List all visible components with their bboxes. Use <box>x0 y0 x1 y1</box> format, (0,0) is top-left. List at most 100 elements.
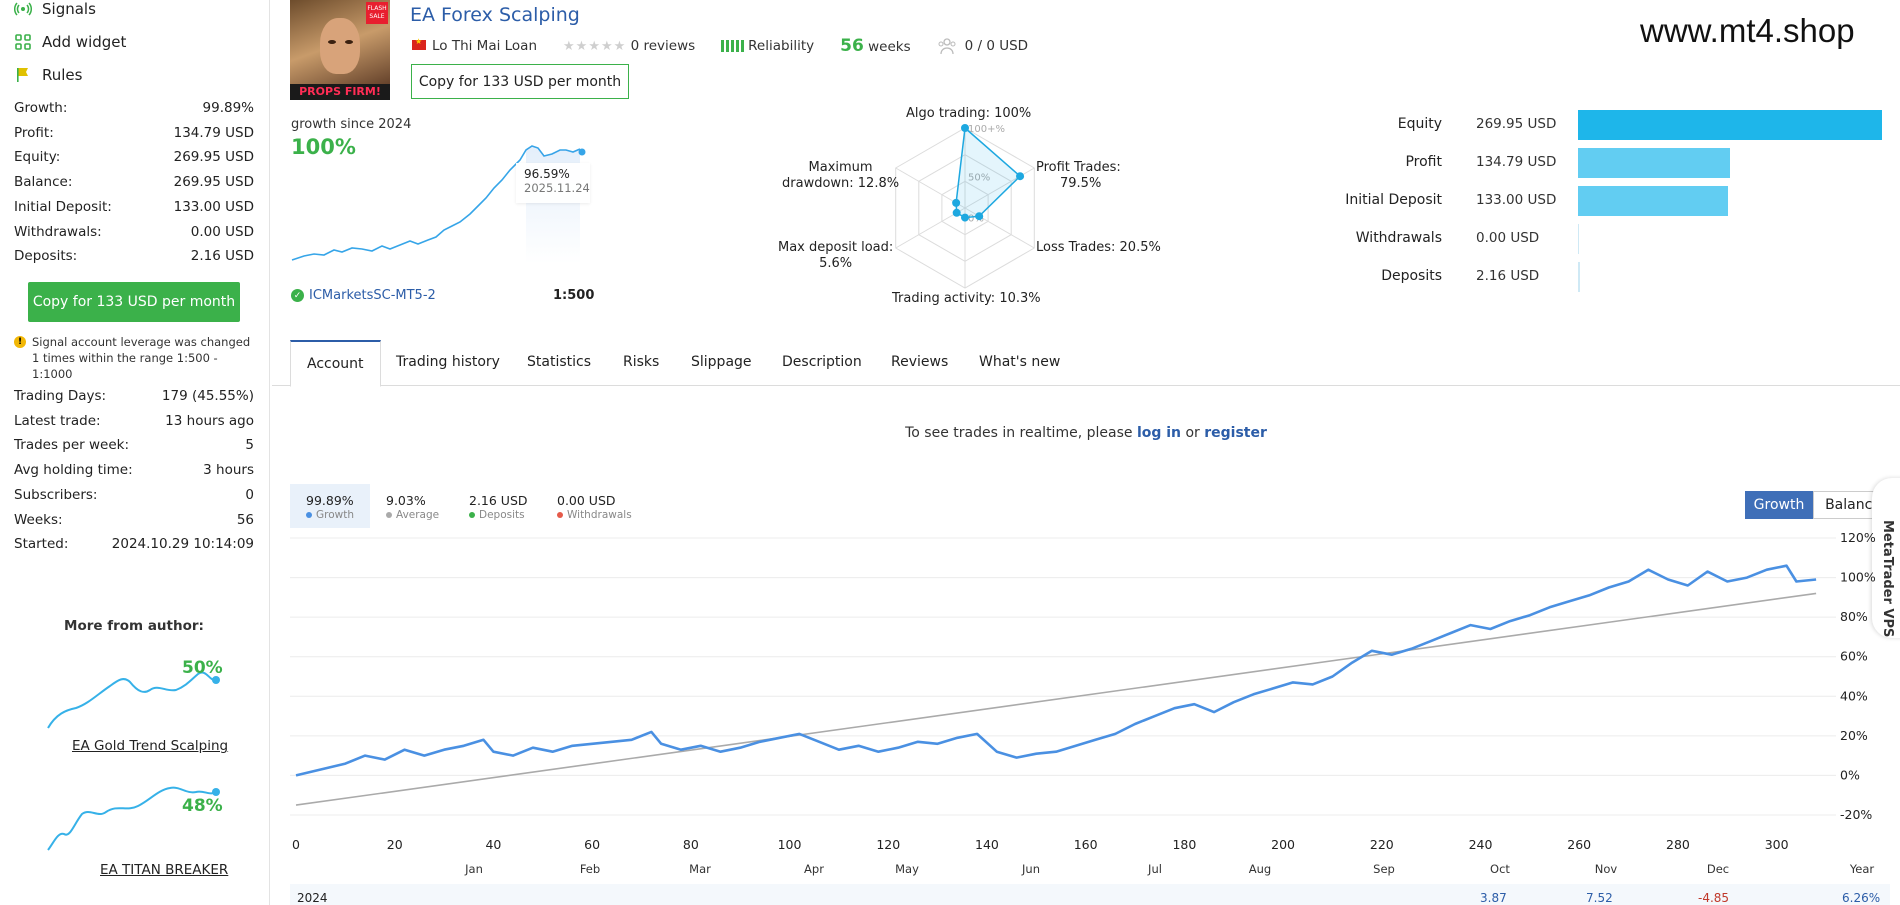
stat-label: Initial Deposit: <box>14 198 112 215</box>
subscribers-funds-value: 0 / 0 USD <box>964 38 1029 54</box>
stat-row: Weeks: 56 <box>14 512 254 528</box>
year-value: 3.87 <box>1480 891 1507 905</box>
legend-deposits[interactable]: 2.16 USD Deposits <box>453 484 544 528</box>
leverage-warning: ! Signal account leverage was changed 1 … <box>14 334 254 382</box>
stat-value: 0 <box>245 486 254 503</box>
y-tick-label: -20% <box>1840 807 1872 822</box>
stat-row: Balance: 269.95 USD <box>14 174 254 190</box>
tab-risks[interactable]: Risks <box>623 354 660 370</box>
x-tick-label: 60 <box>584 837 600 852</box>
nav-signals[interactable]: Signals <box>14 0 96 18</box>
legend-average[interactable]: 9.03% Average <box>370 484 455 528</box>
nav-label: Rules <box>42 66 83 84</box>
x-tick-label: 20 <box>387 837 403 852</box>
stat-label: Weeks: <box>14 511 63 528</box>
radar-label-algo: Algo trading: 100% <box>906 106 1032 121</box>
vps-side-tab[interactable] <box>1872 478 1900 638</box>
equity-bar <box>1578 186 1728 216</box>
stat-value: 56 <box>236 511 254 528</box>
broker-server[interactable]: ✓ ICMarketsSC-MT5-2 <box>291 288 436 303</box>
radar-ring-label: 100+% <box>968 124 1005 135</box>
x-tick-label: 220 <box>1370 837 1394 852</box>
author-signal-growth: 50% <box>182 658 223 678</box>
stat-row: Started: 2024.10.29 10:14:09 <box>14 536 254 552</box>
login-link[interactable]: log in <box>1136 425 1182 441</box>
radar-ring-label: 0% <box>968 213 984 224</box>
month-label: Year <box>1849 862 1875 876</box>
tab-reviews[interactable]: Reviews <box>891 354 949 370</box>
radar-label-line: Maximum <box>808 160 873 175</box>
legend-growth[interactable]: 99.89% Growth <box>290 484 371 528</box>
equity-bar-label: Withdrawals <box>1355 230 1442 246</box>
legend-label: Growth <box>316 509 355 521</box>
stat-row: Latest trade: 13 hours ago <box>14 413 254 429</box>
stat-row: Profit: 134.79 USD <box>14 125 254 141</box>
copy-subscription-button[interactable]: Copy for 133 USD per month <box>28 282 240 322</box>
legend-value: 9.03% <box>386 493 426 508</box>
legend-value: 99.89% <box>306 493 354 508</box>
warning-icon: ! <box>14 336 26 348</box>
legend-label: Deposits <box>479 509 525 521</box>
growth-since-label: growth since 2024 <box>291 117 412 132</box>
stat-value: 269.95 USD <box>173 174 254 191</box>
stat-value: 13 hours ago <box>165 412 254 429</box>
x-tick-label: 260 <box>1567 837 1591 852</box>
stat-label: Trades per week: <box>14 437 130 454</box>
author-signal-sparkline[interactable] <box>46 782 221 852</box>
growth-toggle-button[interactable]: Growth <box>1745 491 1813 519</box>
author-signal-growth: 48% <box>182 796 223 816</box>
vps-label[interactable]: MetaTrader VPS <box>1880 520 1895 638</box>
y-tick-label: 120% <box>1840 530 1876 545</box>
growth-since-value: 100% <box>291 135 356 159</box>
author-signal-sparkline[interactable] <box>46 664 221 730</box>
legend-value: 2.16 USD <box>469 493 528 508</box>
y-tick-label: 80% <box>1840 609 1868 624</box>
widget-icon <box>14 33 32 51</box>
nav-add-widget[interactable]: Add widget <box>14 33 126 51</box>
tab-whats-new[interactable]: What's new <box>979 354 1061 370</box>
radar-label-loss: Loss Trades: 20.5% <box>1036 240 1161 255</box>
author-signal-link[interactable]: EA Gold Trend Scalping <box>72 738 229 754</box>
growth-tooltip: 96.59% 2025.11.24 <box>516 163 590 203</box>
month-label: Apr <box>804 862 824 876</box>
stat-label: Balance: <box>14 174 73 191</box>
stat-row: Trades per week: 5 <box>14 437 254 453</box>
register-link[interactable]: register <box>1204 425 1267 441</box>
tab-account[interactable]: Account <box>290 340 381 387</box>
copy-subscription-button[interactable]: Copy for 133 USD per month <box>411 64 629 99</box>
radar-label-line: drawdown: 12.8% <box>782 176 900 191</box>
radar-point <box>952 208 961 217</box>
avatar-eye <box>345 40 353 44</box>
rating-stars-icon: ★★★★★ <box>563 39 627 54</box>
author-link[interactable]: Lo Thi Mai Loan <box>412 37 537 54</box>
radar-chart: 100+% 50% 0% <box>895 124 1035 289</box>
month-label: Oct <box>1490 862 1510 876</box>
tab-trading-history[interactable]: Trading history <box>396 354 500 370</box>
stat-row: Deposits: 2.16 USD <box>14 248 254 264</box>
tab-description[interactable]: Description <box>782 354 862 370</box>
radar-point <box>961 124 969 132</box>
legend-withdrawals[interactable]: 0.00 USD Withdrawals <box>541 484 648 528</box>
nav-rules[interactable]: Rules <box>14 66 82 84</box>
year-value: 6.26% <box>1842 891 1881 905</box>
month-label: May <box>895 862 919 876</box>
legend-dot-icon <box>469 512 475 518</box>
tab-slippage[interactable]: Slippage <box>691 354 752 370</box>
month-label: Aug <box>1249 862 1271 876</box>
signal-title: EA Forex Scalping <box>410 4 580 26</box>
stat-row: Avg holding time: 3 hours <box>14 462 254 478</box>
year-value: 7.52 <box>1586 891 1613 905</box>
author-signal-link[interactable]: EA TITAN BREAKER <box>100 862 229 878</box>
stat-value: 133.00 USD <box>173 198 254 215</box>
month-label: Mar <box>689 862 711 876</box>
weeks-label: weeks <box>868 39 911 55</box>
stat-value: 269.95 USD <box>173 149 254 166</box>
tab-statistics[interactable]: Statistics <box>527 354 591 370</box>
radar-label-deposit: Max deposit load: 5.6% <box>778 240 893 272</box>
more-from-author-title: More from author: <box>64 618 204 634</box>
reliability-label: Reliability <box>748 38 815 54</box>
reviews-summary[interactable]: ★★★★★ 0 reviews <box>563 38 695 54</box>
sidebar: Signals Add widget Rules Growth: 99.89% Pr… <box>0 0 270 905</box>
legend-dot-icon <box>306 512 312 518</box>
x-tick-label: 0 <box>292 837 300 852</box>
